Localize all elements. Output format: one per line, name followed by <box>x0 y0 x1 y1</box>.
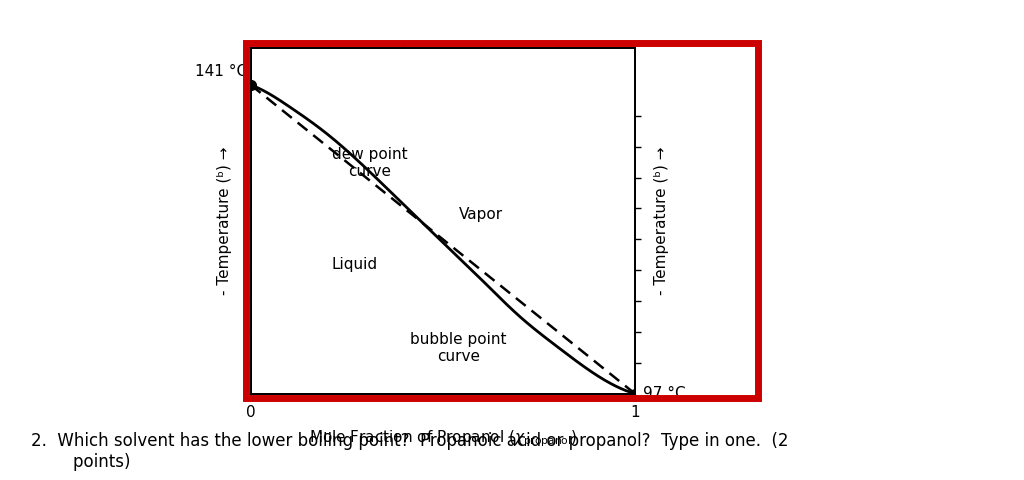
Y-axis label: - Temperature (ᵇ) →: - Temperature (ᵇ) → <box>653 146 669 295</box>
X-axis label: Mole Fraction of Propanol ($\chi_{\mathregular{propanol}}$): Mole Fraction of Propanol ($\chi_{\mathr… <box>308 429 578 449</box>
Text: Vapor: Vapor <box>459 207 504 222</box>
Text: 97 °C: 97 °C <box>643 386 685 401</box>
Text: 141 °C: 141 °C <box>195 64 247 79</box>
Text: Liquid: Liquid <box>332 256 378 272</box>
Text: dew point
curve: dew point curve <box>332 147 408 179</box>
Text: 2.  Which solvent has the lower boiling point?  Propanoic acid or propanol?  Typ: 2. Which solvent has the lower boiling p… <box>31 432 788 471</box>
Y-axis label: - Temperature (ᵇ) →: - Temperature (ᵇ) → <box>217 146 232 295</box>
Text: bubble point
curve: bubble point curve <box>410 332 507 364</box>
